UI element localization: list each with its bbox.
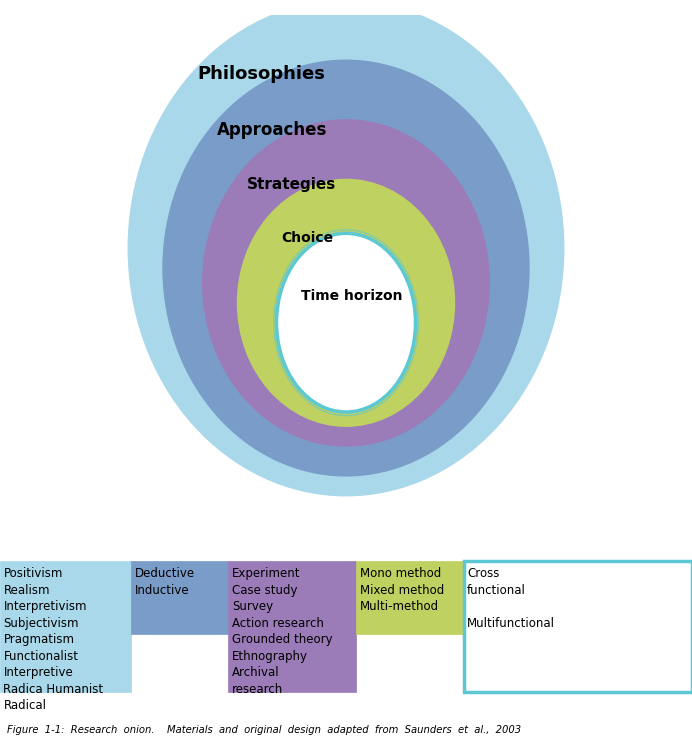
Text: Strategies: Strategies (247, 177, 336, 192)
Ellipse shape (237, 178, 455, 427)
Bar (131, 561, 228, 635)
Text: Experiment
Case study
Survey
Action research
Grounded theory
Ethnography
Archiva: Experiment Case study Survey Action rese… (232, 568, 332, 696)
Ellipse shape (202, 119, 490, 447)
Text: Cross
functional

Multifunctional: Cross functional Multifunctional (467, 568, 555, 630)
Bar (228, 561, 356, 692)
Text: Philosophies: Philosophies (197, 65, 325, 83)
Text: Figure  1-1:  Research  onion.    Materials  and  original  design  adapted  fro: Figure 1-1: Research onion. Materials an… (7, 725, 521, 735)
Text: Time horizon: Time horizon (301, 289, 403, 303)
Bar (0, 561, 131, 692)
Text: Mono method
Mixed method
Multi-method: Mono method Mixed method Multi-method (360, 568, 444, 614)
Ellipse shape (277, 233, 415, 412)
Text: Choice: Choice (282, 231, 334, 245)
Bar (464, 561, 692, 692)
Text: Approaches: Approaches (217, 121, 327, 140)
Ellipse shape (127, 0, 565, 496)
Bar (356, 561, 464, 635)
Text: Positivism
Realism
Interpretivism
Subjectivism
Pragmatism
Functionalist
Interpre: Positivism Realism Interpretivism Subjec… (3, 568, 104, 713)
Text: Deductive
Inductive: Deductive Inductive (135, 568, 195, 597)
Ellipse shape (163, 59, 529, 476)
